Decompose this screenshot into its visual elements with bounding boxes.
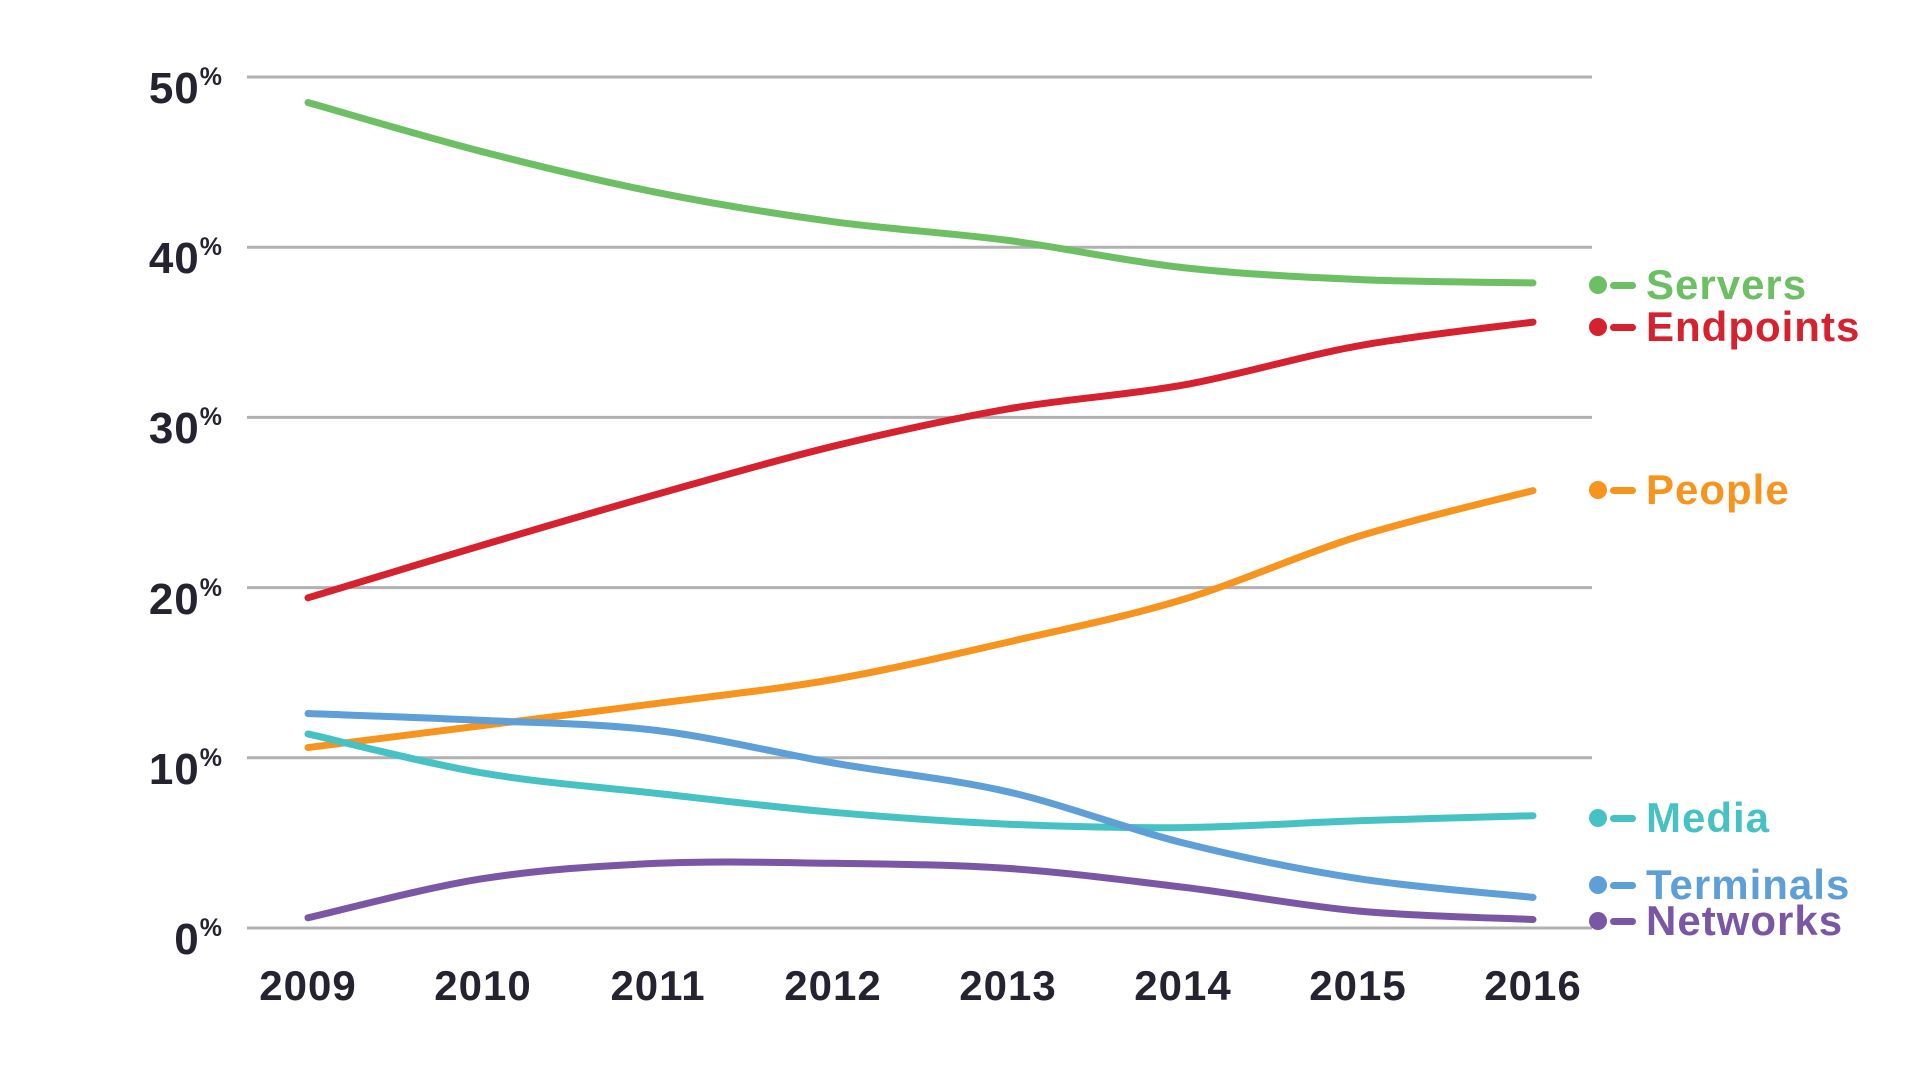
y-tick-value: 30 <box>148 404 200 454</box>
y-tick-label-0: 0% <box>60 902 222 966</box>
x-tick-label-2015: 2015 <box>1309 962 1407 1009</box>
series-line-networks <box>304 858 1537 923</box>
x-tick-label-2011: 2011 <box>610 962 706 1009</box>
legend-label: Networks <box>1646 897 1844 944</box>
x-tick-label-2010: 2010 <box>434 962 532 1009</box>
percent-sign: % <box>199 403 222 432</box>
series-line-people <box>304 487 1537 752</box>
x-tick-label-2016: 2016 <box>1484 962 1582 1009</box>
y-tick-label-30: 30% <box>60 391 222 455</box>
x-tick-label-2014: 2014 <box>1134 962 1232 1009</box>
y-tick-label-10: 10% <box>60 732 222 796</box>
percent-sign: % <box>199 233 222 262</box>
legend-dot-icon <box>1589 809 1607 827</box>
percent-sign: % <box>199 63 222 91</box>
legend-dash-icon <box>1610 281 1636 289</box>
legend-item-media: Media <box>1589 794 1770 842</box>
legend-label: Media <box>1646 794 1771 841</box>
series-line-terminals <box>304 710 1537 901</box>
x-tick-label-2009: 2009 <box>259 962 357 1009</box>
legend-item-people: People <box>1589 466 1790 514</box>
y-tick-value: 50 <box>148 64 200 113</box>
legend-dot-icon <box>1589 876 1607 894</box>
percent-sign: % <box>199 573 222 602</box>
legend-dash-icon <box>1610 917 1636 925</box>
series-line-servers <box>304 99 1537 287</box>
legend-label: Servers <box>1646 261 1808 308</box>
legend-item-endpoints: Endpoints <box>1589 303 1860 351</box>
y-tick-value: 0 <box>174 915 200 964</box>
legend-label: Endpoints <box>1646 303 1861 350</box>
x-tick-label-2012: 2012 <box>784 962 882 1009</box>
y-tick-value: 10 <box>148 744 200 794</box>
legend-item-terminals: Terminals <box>1589 861 1850 909</box>
legend-dot-icon <box>1589 276 1607 294</box>
y-tick-value: 20 <box>148 574 200 624</box>
series-line-endpoints <box>304 318 1537 602</box>
legend-dash-icon <box>1610 881 1636 889</box>
legend-dash-icon <box>1610 323 1636 331</box>
y-tick-label-50: 50% <box>60 51 222 115</box>
y-tick-label-40: 40% <box>60 221 222 285</box>
percent-sign: % <box>199 914 222 942</box>
legend-dot-icon <box>1589 318 1607 336</box>
legend-item-networks: Networks <box>1589 897 1843 945</box>
x-tick-label-2013: 2013 <box>959 962 1057 1009</box>
series-line-media <box>304 730 1537 832</box>
legend-dot-icon <box>1589 912 1607 930</box>
legend-label: People <box>1646 466 1790 513</box>
percent-sign: % <box>199 743 222 772</box>
y-tick-value: 40 <box>148 234 200 284</box>
legend-dash-icon <box>1610 486 1636 494</box>
legend-label: Terminals <box>1646 861 1851 908</box>
legend-item-servers: Servers <box>1589 261 1807 309</box>
legend-dash-icon <box>1610 814 1636 822</box>
y-tick-label-20: 20% <box>60 562 222 626</box>
legend-dot-icon <box>1589 481 1607 499</box>
